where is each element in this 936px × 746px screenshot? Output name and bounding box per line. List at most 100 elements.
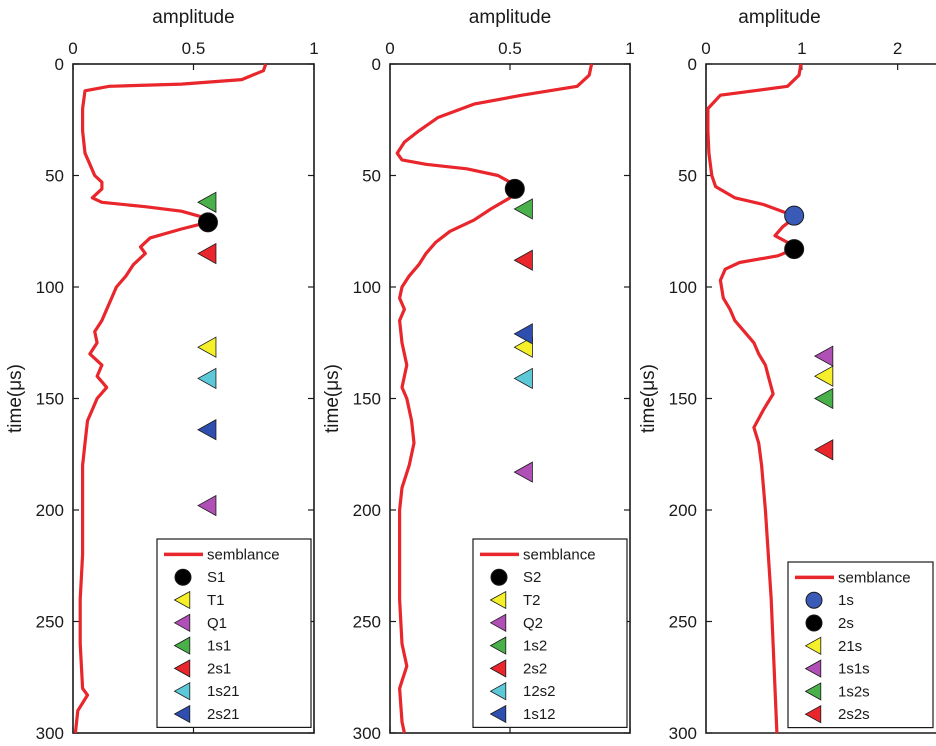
y-tick-label: 300 [353,724,381,743]
marker-12s2 [513,367,533,390]
marker-T2 [513,336,533,358]
legend-label: 2s21 [207,706,240,723]
legend-label: semblance [838,569,911,586]
y-tick-label: 150 [353,390,381,409]
legend-triangle-swatch [489,613,507,632]
x-tick-label: 0 [385,39,394,58]
legend-triangle-swatch [173,704,191,724]
marker-T1 [197,336,217,358]
y-axis-title: time(μs) [5,364,26,433]
marker-1s12 [513,323,533,345]
x-tick-label: 2 [893,39,902,58]
y-tick-label: 200 [36,501,64,520]
legend-triangle-swatch [489,659,507,678]
y-tick-label: 250 [669,613,697,632]
y-tick-label: 100 [669,278,697,297]
y-tick-label: 150 [669,390,697,409]
marker-S2 [504,178,525,199]
y-tick-label: 50 [678,167,697,186]
x-tick-label: 0.5 [182,39,206,58]
legend-label: 2s2 [523,660,547,677]
legend-label: 1s [838,592,854,609]
legend-triangle-swatch [804,659,822,678]
marker-1s1 [197,191,217,213]
legend-label: 12s2 [523,683,556,700]
marker-S1 [197,212,218,233]
x-tick-label: 0 [68,39,77,58]
marker-2s2 [513,249,533,271]
y-tick-label: 100 [36,278,64,297]
legend-triangle-swatch [489,704,507,724]
legend: semblance S1 T1 Q1 1s1 2s1 1s21 2s21 [156,538,312,728]
x-axis-title: amplitude [152,7,234,28]
y-tick-label: 0 [688,55,697,74]
legend-triangle-swatch [173,636,191,655]
legend-label: 1s12 [523,706,556,723]
legend: semblance S2 T2 Q2 1s2 2s2 12s2 1s12 [472,538,628,728]
legend-circle-swatch [490,568,508,586]
x-tick-label: 0.5 [498,39,522,58]
x-axis-title: amplitude [469,7,551,28]
x-axis-title: amplitude [738,7,820,28]
legend-triangle-swatch [804,682,822,701]
marker-2s [784,239,805,260]
panel-1: 0 0.5 1 0 50 100 150 200 250 300 amplitude time(μs)… [5,7,319,743]
marker-2s2s [814,439,834,461]
legend-label: 1s21 [207,683,240,700]
marker-Q2 [513,461,533,483]
legend-triangle-swatch [173,613,191,632]
legend-circle-swatch [805,591,823,609]
legend-label: T1 [207,592,225,609]
legend-triangle-swatch [804,705,822,724]
y-tick-label: 300 [669,724,697,743]
x-tick-label: 1 [797,39,806,58]
y-axis-title: time(μs) [638,364,659,433]
marker-1s [784,205,805,226]
marker-2s21 [197,419,217,441]
marker-2s1 [197,242,217,265]
legend-label: 21s [838,638,862,655]
semblance-curve [706,63,803,734]
legend-label: 2s1 [207,660,231,677]
legend-label: semblance [207,546,280,563]
y-tick-label: 250 [353,613,381,632]
legend-label: 1s2 [523,638,547,655]
x-tick-label: 1 [309,39,318,58]
y-tick-label: 200 [353,501,381,520]
y-tick-label: 50 [362,167,381,186]
y-tick-label: 50 [45,167,64,186]
legend-label: T2 [523,592,541,609]
marker-1s1s [814,345,834,367]
legend-triangle-swatch [173,659,191,678]
semblance-curve [73,63,268,734]
y-axis-title: time(μs) [322,364,343,433]
legend-circle-swatch [174,568,192,586]
x-tick-label: 1 [625,39,634,58]
y-tick-label: 250 [36,613,64,632]
panel-2: 0 0.5 1 0 50 100 150 200 250 300 amplitude time(μs)… [322,7,635,743]
y-tick-label: 150 [36,390,64,409]
legend-triangle-swatch [489,636,507,655]
legend-label: S2 [523,569,541,586]
legend-label: 1s1s [838,661,870,678]
legend-label: S1 [207,569,225,586]
legend-triangle-swatch [173,682,191,701]
marker-Q1 [197,494,217,517]
marker-1s2s [814,387,834,410]
legend-circle-swatch [805,614,823,632]
legend-label: 1s2s [838,683,870,700]
semblance-curve [395,63,594,734]
panel-3: 0 1 2 0 50 100 150 200 250 300 amplitude time(μs) se… [638,7,936,743]
marker-1s21 [197,367,217,390]
legend-triangle-swatch [489,590,507,610]
legend-label: Q2 [523,615,543,632]
y-tick-label: 0 [372,55,381,74]
legend-label: semblance [523,546,596,563]
legend-triangle-swatch [489,682,507,701]
legend-label: Q1 [207,615,227,632]
x-tick-label: 0 [701,39,710,58]
y-tick-label: 100 [353,278,381,297]
legend-label: 2s [838,615,854,632]
legend-label: 2s2s [838,706,870,723]
